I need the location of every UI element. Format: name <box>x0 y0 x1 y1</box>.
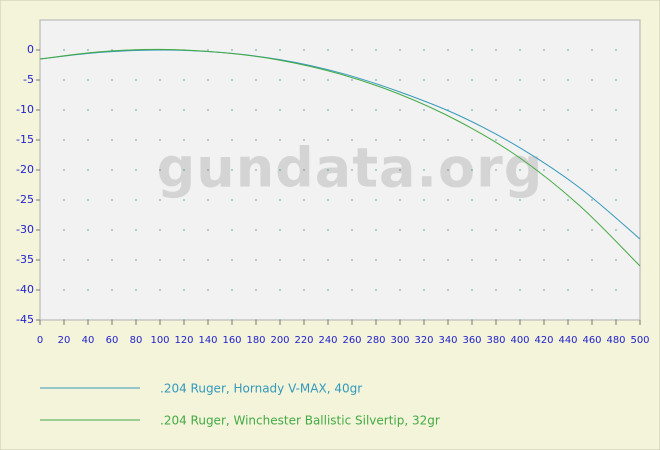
x-tick-label: 360 <box>462 335 481 346</box>
x-tick-label: 460 <box>582 335 601 346</box>
x-tick-label: 60 <box>106 335 119 346</box>
x-tick-label: 260 <box>342 335 361 346</box>
y-tick-label: -30 <box>16 223 34 236</box>
y-tick-label: -10 <box>16 103 34 116</box>
x-tick-label: 340 <box>438 335 457 346</box>
y-tick-label: -45 <box>16 313 34 326</box>
legend-label: .204 Ruger, Winchester Ballistic Silvert… <box>160 414 440 428</box>
x-tick-label: 380 <box>486 335 505 346</box>
x-tick-label: 440 <box>558 335 577 346</box>
x-tick-label: 120 <box>174 335 193 346</box>
x-tick-label: 80 <box>130 335 143 346</box>
x-tick-label: 200 <box>270 335 289 346</box>
legend-label: .204 Ruger, Hornady V-MAX, 40gr <box>160 382 362 396</box>
x-tick-label: 300 <box>390 335 409 346</box>
x-tick-label: 180 <box>246 335 265 346</box>
y-tick-label: -5 <box>23 73 34 86</box>
x-tick-label: 400 <box>510 335 529 346</box>
x-tick-label: 240 <box>318 335 337 346</box>
y-tick-label: -25 <box>16 193 34 206</box>
series-line <box>39 49 641 240</box>
y-tick-label: -20 <box>16 163 34 176</box>
x-tick-label: 500 <box>630 335 649 346</box>
y-tick-label: 0 <box>27 43 34 56</box>
x-tick-label: 100 <box>150 335 169 346</box>
x-tick-label: 40 <box>82 335 95 346</box>
y-tick-label: -15 <box>16 133 34 146</box>
watermark: gundata.org <box>157 137 544 200</box>
x-tick-label: 220 <box>294 335 313 346</box>
x-tick-label: 0 <box>37 335 43 346</box>
series-line <box>39 48 641 267</box>
x-tick-label: 420 <box>534 335 553 346</box>
x-tick-label: 480 <box>606 335 625 346</box>
x-tick-label: 320 <box>414 335 433 346</box>
y-tick-label: -35 <box>16 253 34 266</box>
x-tick-label: 20 <box>58 335 71 346</box>
x-tick-label: 140 <box>198 335 217 346</box>
x-tick-label: 280 <box>366 335 385 346</box>
x-tick-label: 160 <box>222 335 241 346</box>
y-tick-label: -40 <box>16 283 34 296</box>
plot-area <box>39 19 641 321</box>
